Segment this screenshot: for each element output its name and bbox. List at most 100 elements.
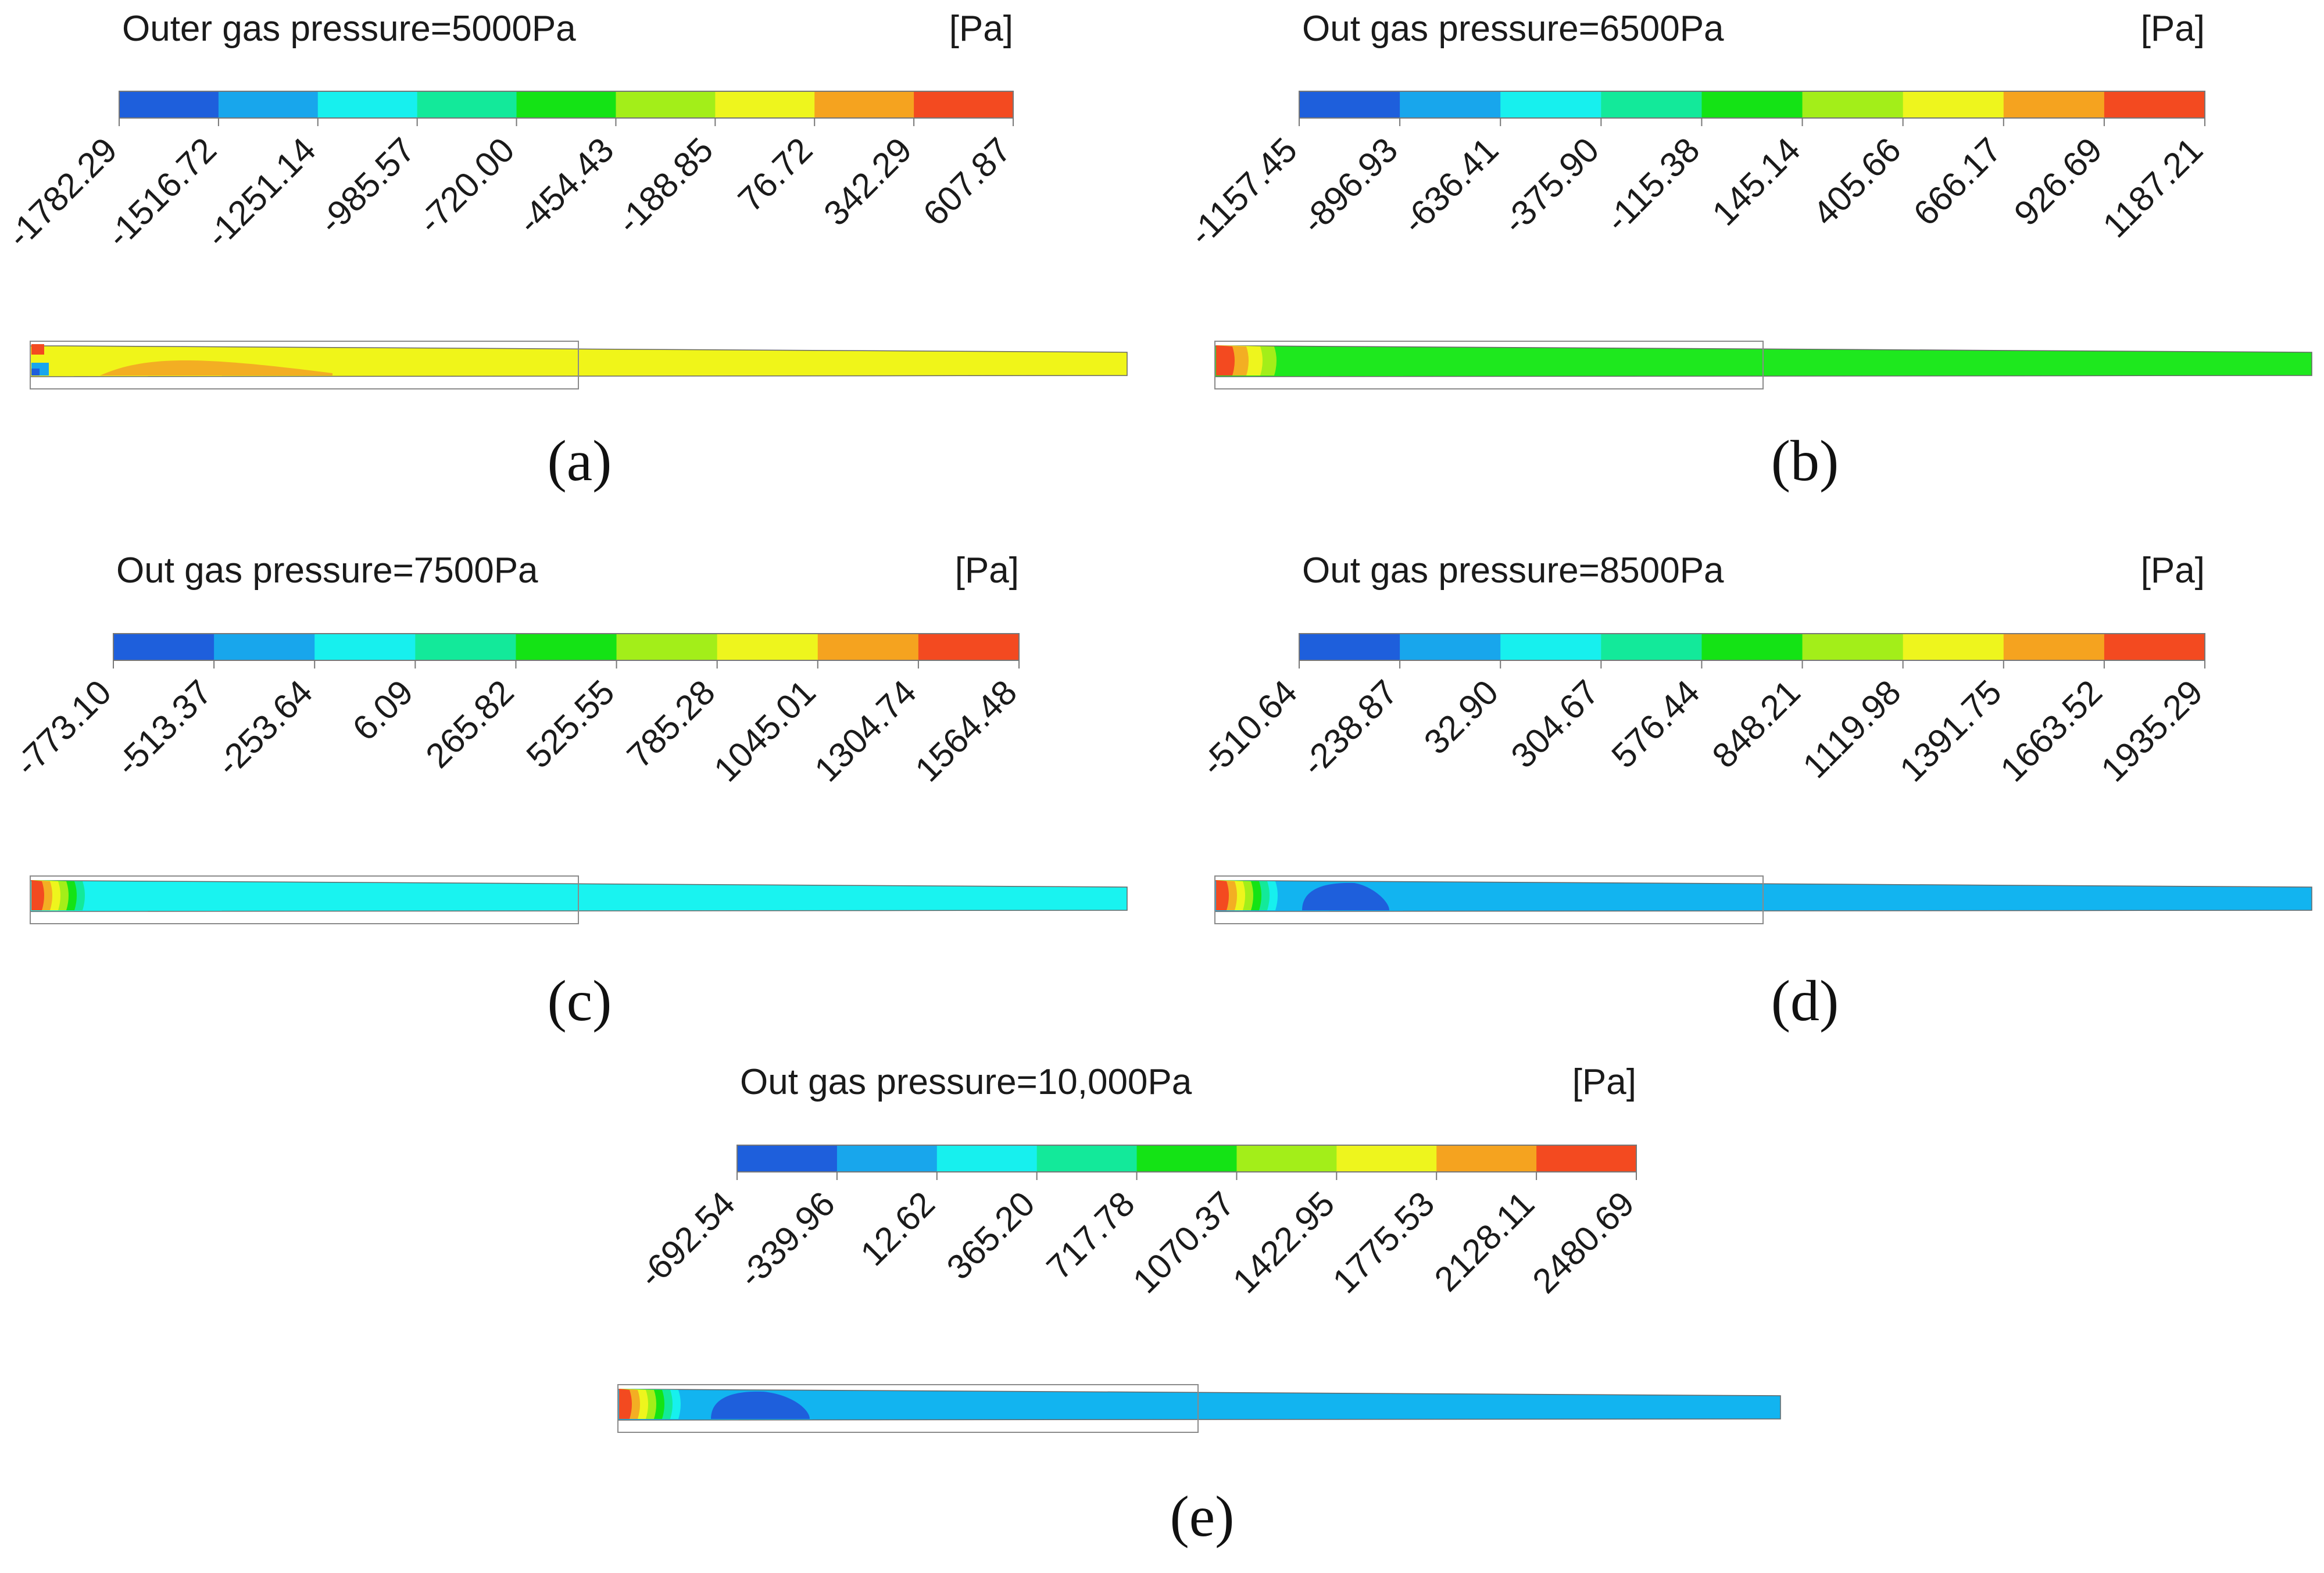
contour-band: [1216, 345, 1235, 376]
tick-label: 2128.11: [1427, 1184, 1542, 1299]
panel-title: Out gas pressure=6500Pa: [1302, 9, 1724, 49]
colorbar-segment: [113, 634, 214, 660]
colorbar-segment: [737, 1145, 838, 1172]
unit-label: [Pa]: [949, 9, 1013, 49]
colorbar-segment: [214, 634, 315, 660]
tick-label: -115.38: [1598, 130, 1707, 239]
panel-d: Out gas pressure=8500Pa [Pa] -510.64-238.8…: [1193, 550, 2312, 1033]
tick-label: -1157.45: [1181, 130, 1304, 253]
panel-b: Out gas pressure=6500Pa [Pa] -1157.45-896.…: [1181, 9, 2312, 493]
tick-label: -454.43: [510, 130, 621, 241]
contour-band: [31, 344, 44, 355]
unit-label: [Pa]: [2141, 550, 2205, 591]
colorbar-segment: [1536, 1145, 1637, 1172]
colorbar-segment: [616, 91, 716, 118]
tick-label: 6.09: [345, 673, 421, 748]
tick-label: 1070.37: [1125, 1184, 1242, 1301]
tick-label: 2480.69: [1525, 1184, 1642, 1301]
colorbar-segment: [2003, 634, 2105, 660]
unit-label: [Pa]: [2141, 9, 2205, 49]
panel-caption: (e): [1170, 1484, 1235, 1549]
colorbar-segment: [417, 91, 517, 118]
tick-label: 76.72: [731, 130, 820, 220]
tick-label: -636.41: [1395, 130, 1506, 241]
tick-label: -720.00: [410, 130, 521, 241]
unit-label: [Pa]: [955, 550, 1019, 591]
contour-band: [1216, 880, 1229, 910]
tick-label: 666.17: [1906, 130, 2009, 233]
colorbar-segment: [1400, 634, 1501, 660]
panel-title: Outer gas pressure=5000Pa: [122, 9, 576, 49]
colorbar-segment: [2104, 91, 2205, 118]
colorbar-segment: [715, 91, 815, 118]
tick-label: 1304.74: [807, 673, 924, 789]
tick-label: 32.90: [1417, 673, 1506, 762]
contour-band: [100, 360, 332, 376]
tick-label: 848.21: [1705, 673, 1808, 775]
tick-label: -1251.14: [198, 130, 323, 255]
tick-label: -513.37: [108, 673, 219, 784]
colorbar-segment: [918, 634, 1020, 660]
colorbar-segment: [119, 91, 219, 118]
tick-label: -339.96: [731, 1184, 842, 1295]
tick-label: -510.64: [1193, 673, 1304, 784]
domain-box: [1214, 875, 1764, 924]
panel-a: Outer gas pressure=5000Pa [Pa] -1782.29-15…: [0, 9, 1128, 493]
colorbar-segment: [1802, 91, 1904, 118]
contour-band: [31, 880, 44, 910]
colorbar-segment: [1400, 91, 1501, 118]
colorbar-segment: [1903, 634, 2004, 660]
contour-band: [31, 369, 40, 376]
tick-label: -238.87: [1294, 673, 1405, 784]
tick-label: 304.67: [1503, 673, 1606, 775]
tick-label: 926.69: [2007, 130, 2110, 233]
colorbar-segment: [2104, 634, 2205, 660]
colorbar-segment: [616, 634, 718, 660]
colorbar-segment: [717, 634, 818, 660]
colorbar-segment: [1601, 91, 1702, 118]
tick-label: -253.64: [209, 673, 320, 784]
domain-box: [1214, 341, 1764, 389]
colorbar-segment: [1903, 91, 2004, 118]
colorbar-segment: [415, 634, 516, 660]
tick-label: 1119.98: [1795, 673, 1908, 785]
colorbar-segment: [516, 91, 616, 118]
tick-label: 1187.21: [2096, 130, 2211, 245]
tick-label: 525.55: [519, 673, 622, 775]
panel-e: Out gas pressure=10,000Pa [Pa] -692.54-339…: [617, 1062, 1781, 1549]
tick-label: 1045.01: [706, 673, 823, 789]
colorbar-segment: [1299, 91, 1400, 118]
tick-label: 607.87: [916, 130, 1018, 233]
colorbar-segment: [1701, 634, 1803, 660]
tick-label: 1935.29: [2093, 673, 2210, 789]
panel-title: Out gas pressure=8500Pa: [1302, 550, 1724, 591]
tick-label: -896.93: [1294, 130, 1405, 241]
unit-label: [Pa]: [1572, 1062, 1636, 1102]
tick-label: 12.62: [853, 1184, 942, 1274]
domain-box: [30, 341, 579, 389]
colorbar-segment: [2003, 91, 2105, 118]
colorbar-frame: [113, 633, 1020, 661]
tick-label: 1663.52: [1993, 673, 2110, 789]
tick-label: -1782.29: [0, 130, 124, 255]
domain-box: [617, 1384, 1199, 1433]
panel-title: Out gas pressure=10,000Pa: [740, 1062, 1192, 1102]
contour-band: [1302, 882, 1389, 910]
tick-label: -188.85: [609, 130, 720, 241]
tick-label: 365.20: [939, 1184, 1042, 1287]
colorbar-segment: [1036, 1145, 1138, 1172]
colorbar-segment: [1601, 634, 1702, 660]
colorbar-frame: [1299, 633, 2205, 661]
colorbar-segment: [1236, 1145, 1337, 1172]
colorbar-segment: [1299, 634, 1400, 660]
panel-caption: (d): [1771, 968, 1839, 1033]
panel-caption: (c): [548, 968, 612, 1033]
tick-label: 342.29: [816, 130, 919, 233]
panel-title: Out gas pressure=7500Pa: [116, 550, 538, 591]
tick-label: 1775.53: [1325, 1184, 1442, 1301]
tick-label: 576.44: [1604, 673, 1707, 775]
colorbar-segment: [1701, 91, 1803, 118]
panel-caption: (a): [548, 428, 612, 493]
colorbar-segment: [1336, 1145, 1437, 1172]
